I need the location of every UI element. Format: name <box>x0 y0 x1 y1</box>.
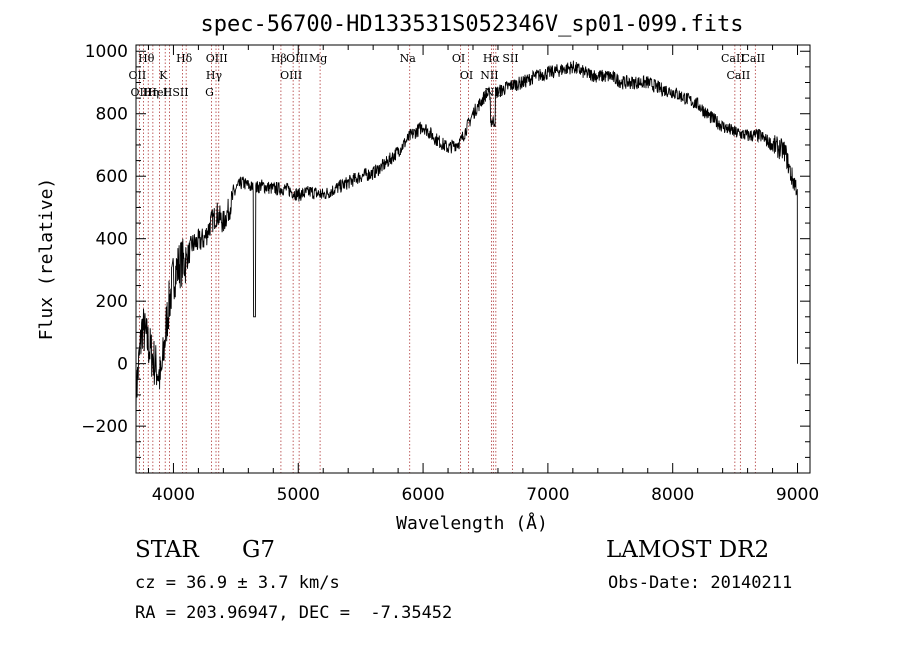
coordinates: RA = 203.96947, DEC = -7.35452 <box>135 603 453 623</box>
spectral-line-label: H <box>163 86 173 99</box>
y-tick-label: 1000 <box>85 42 128 62</box>
object-class: STAR <box>135 537 199 563</box>
redshift-text: cz = 36.9 ± 3.7 km/s <box>135 573 340 593</box>
spectral-line-label: SII <box>172 86 188 99</box>
spectral-line-label: Hδ <box>176 52 193 65</box>
x-tick-label: 6000 <box>401 485 444 505</box>
spectral-line-label: OI <box>460 69 473 82</box>
y-tick-label: 200 <box>96 292 128 312</box>
spectrum-line <box>135 60 798 420</box>
spectral-line-label: CaII <box>727 69 751 82</box>
spectral-line-label: OIII <box>206 52 228 65</box>
spectral-line-label: NII <box>480 69 498 82</box>
spectral-line-label: G <box>205 86 214 99</box>
spectral-line-label: OII <box>129 69 147 82</box>
spectral-line-label: Hη <box>143 86 159 99</box>
spectral-line-label: K <box>159 69 168 82</box>
spectral-line-label: OI <box>452 52 465 65</box>
obs-date: Obs-Date: 20140211 <box>608 573 793 593</box>
x-tick-label: 7000 <box>526 485 569 505</box>
spectral-line-markers <box>138 45 756 473</box>
y-tick-label: 400 <box>96 230 128 250</box>
spectral-line-label: Hγ <box>206 69 223 82</box>
y-tick-label: 800 <box>96 105 128 125</box>
x-axis-label: Wavelength (Å) <box>396 512 548 534</box>
y-tick-label: −200 <box>81 417 128 437</box>
spectral-line-label: Hβ <box>271 52 287 65</box>
spectral-line-label: OIII <box>286 52 308 65</box>
spectral-line-label: Hα <box>483 52 501 65</box>
y-axis-label: Flux (relative) <box>36 178 57 341</box>
spectral-line-label: Hθ <box>138 52 155 65</box>
spectral-line-label: CaII <box>741 52 765 65</box>
spectral-line-label: CaII <box>721 52 745 65</box>
spectral-line-label: HeI <box>147 86 167 99</box>
object-subclass: G7 <box>242 537 276 563</box>
x-tick-label: 9000 <box>776 485 819 505</box>
x-tick-label: 8000 <box>651 485 694 505</box>
x-axis: 4000 5000 6000 7000 8000 9000 <box>147 45 819 505</box>
x-tick-label: 5000 <box>277 485 320 505</box>
x-tick-label: 4000 <box>152 485 195 505</box>
spectral-line-label: Mg <box>309 52 327 65</box>
y-tick-label: 0 <box>117 355 128 375</box>
spectral-line-label: SII <box>502 52 518 65</box>
spectral-line-label: OIII <box>280 69 302 82</box>
survey-name: LAMOST DR2 <box>606 537 770 563</box>
chart-title: spec-56700-HD133531S052346V_sp01-099.fit… <box>200 12 743 37</box>
y-tick-label: 600 <box>96 167 128 187</box>
spectral-line-label: Na <box>400 52 417 65</box>
plot-frame <box>135 44 811 474</box>
y-axis: −200 0 200 400 600 800 1000 <box>81 42 810 458</box>
